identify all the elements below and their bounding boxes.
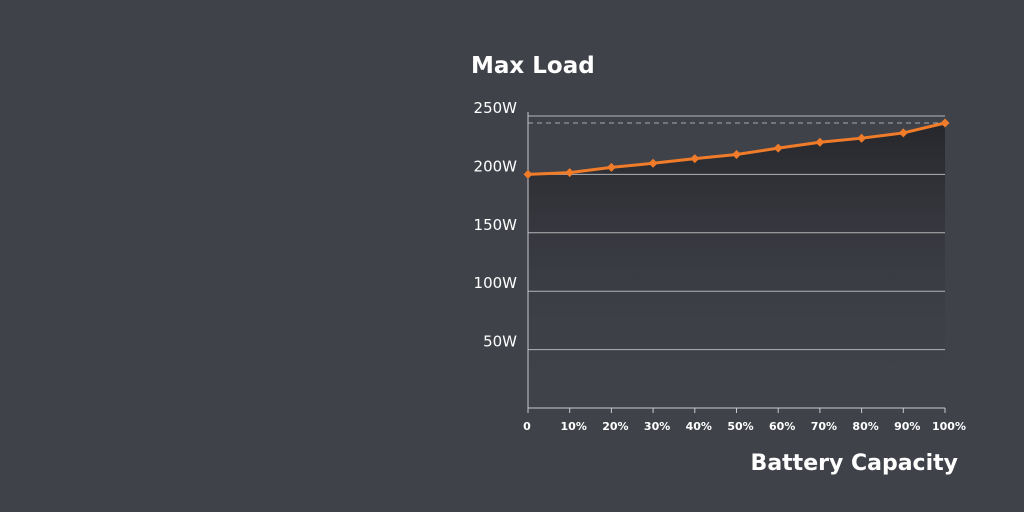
y-tick-label: 50W [483, 333, 517, 351]
x-tick-label: 90% [894, 420, 920, 433]
x-tick-label: 100% [932, 420, 966, 433]
data-point [523, 169, 533, 179]
data-point [606, 162, 616, 172]
x-tick-label: 80% [852, 420, 878, 433]
x-tick-label: 10% [561, 420, 587, 433]
chart-title: Max Load [471, 53, 595, 79]
series-layer [523, 118, 950, 179]
x-axis-label: Battery Capacity [751, 451, 958, 476]
data-point [898, 128, 908, 138]
y-tick-label: 100W [474, 274, 518, 292]
x-tick-label: 50% [727, 420, 753, 433]
y-tick-label: 250W [474, 99, 518, 117]
data-point [648, 158, 658, 168]
gridlines [528, 115, 945, 351]
y-tick-label: 200W [474, 157, 518, 175]
data-point [940, 118, 950, 128]
data-point [857, 133, 867, 143]
data-point [773, 143, 783, 153]
x-tick-labels: 0 10% 20% 30% 40% 50% 60% 70% 80% 90% 100% [523, 420, 966, 433]
axes [527, 112, 946, 413]
data-point [815, 137, 825, 147]
x-tick-label: 20% [602, 420, 628, 433]
x-tick-label: 40% [686, 420, 712, 433]
area-fill [528, 123, 945, 409]
x-tick-label: 60% [769, 420, 795, 433]
data-point [565, 168, 575, 178]
x-tick-label: 0 [523, 420, 531, 433]
data-point [732, 150, 741, 160]
data-point [690, 154, 700, 164]
y-tick-label: 150W [474, 216, 518, 234]
area-fill-layer [528, 123, 945, 409]
y-tick-labels: 50W 100W 150W 200W 250W [474, 99, 518, 351]
x-tick-label: 70% [811, 420, 837, 433]
x-tick-label: 30% [644, 420, 670, 433]
